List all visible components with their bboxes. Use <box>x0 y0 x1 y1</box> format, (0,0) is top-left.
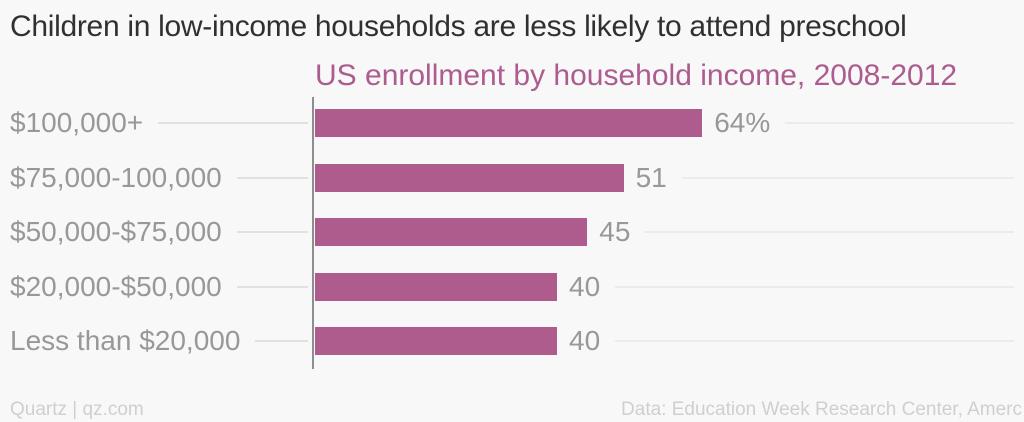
leader-line-right <box>681 176 1014 179</box>
bar-cell: 51 <box>313 162 1024 194</box>
bar <box>315 218 588 247</box>
bar <box>315 272 557 301</box>
value-label: 64% <box>714 107 771 139</box>
chart-row: $20,000-$50,000 40 <box>0 260 1024 315</box>
leader-line-left <box>236 285 308 288</box>
footer-source: Data: Education Week Research Center, Am… <box>621 399 1022 420</box>
leader-line-left <box>158 122 308 125</box>
value-label: 45 <box>599 216 631 248</box>
bar <box>315 327 557 356</box>
leader-line-right <box>645 231 1014 234</box>
footer-credit: Quartz | qz.com <box>10 399 144 420</box>
value-label: 40 <box>569 270 601 302</box>
bar-cell: 40 <box>313 271 1024 303</box>
category-label: Less than $20,000 <box>10 325 241 357</box>
y-axis-line <box>312 97 314 369</box>
category-label: $20,000-$50,000 <box>10 270 222 302</box>
category-cell: Less than $20,000 <box>0 325 313 357</box>
bar-cell: 45 <box>313 216 1024 248</box>
chart-row: $75,000-100,000 51 <box>0 151 1024 206</box>
leader-line-left <box>255 340 308 343</box>
bar-chart: $100,000+ 64% $75,000-100,000 51 $50,000-$75… <box>0 96 1024 369</box>
chart-row: $100,000+ 64% <box>0 96 1024 151</box>
category-label: $50,000-$75,000 <box>10 216 222 248</box>
category-cell: $50,000-$75,000 <box>0 216 313 248</box>
chart-row: $50,000-$75,000 45 <box>0 205 1024 260</box>
category-cell: $20,000-$50,000 <box>0 271 313 303</box>
leader-line-left <box>236 231 308 234</box>
category-cell: $100,000+ <box>0 107 313 139</box>
chart-subtitle: US enrollment by household income, 2008-… <box>315 59 958 92</box>
value-label: 51 <box>635 161 667 193</box>
page-title: Children in low-income households are le… <box>10 10 907 43</box>
leader-line-right <box>615 340 1014 343</box>
value-label: 40 <box>569 325 601 357</box>
category-label: $100,000+ <box>10 107 144 139</box>
leader-line-right <box>785 122 1014 125</box>
leader-line-right <box>615 285 1014 288</box>
category-label: $75,000-100,000 <box>10 161 222 193</box>
chart-row: Less than $20,000 40 <box>0 314 1024 369</box>
category-cell: $75,000-100,000 <box>0 162 313 194</box>
bar <box>315 163 624 192</box>
bar-cell: 40 <box>313 325 1024 357</box>
leader-line-left <box>236 176 308 179</box>
bar <box>315 109 703 138</box>
bar-cell: 64% <box>313 107 1024 139</box>
